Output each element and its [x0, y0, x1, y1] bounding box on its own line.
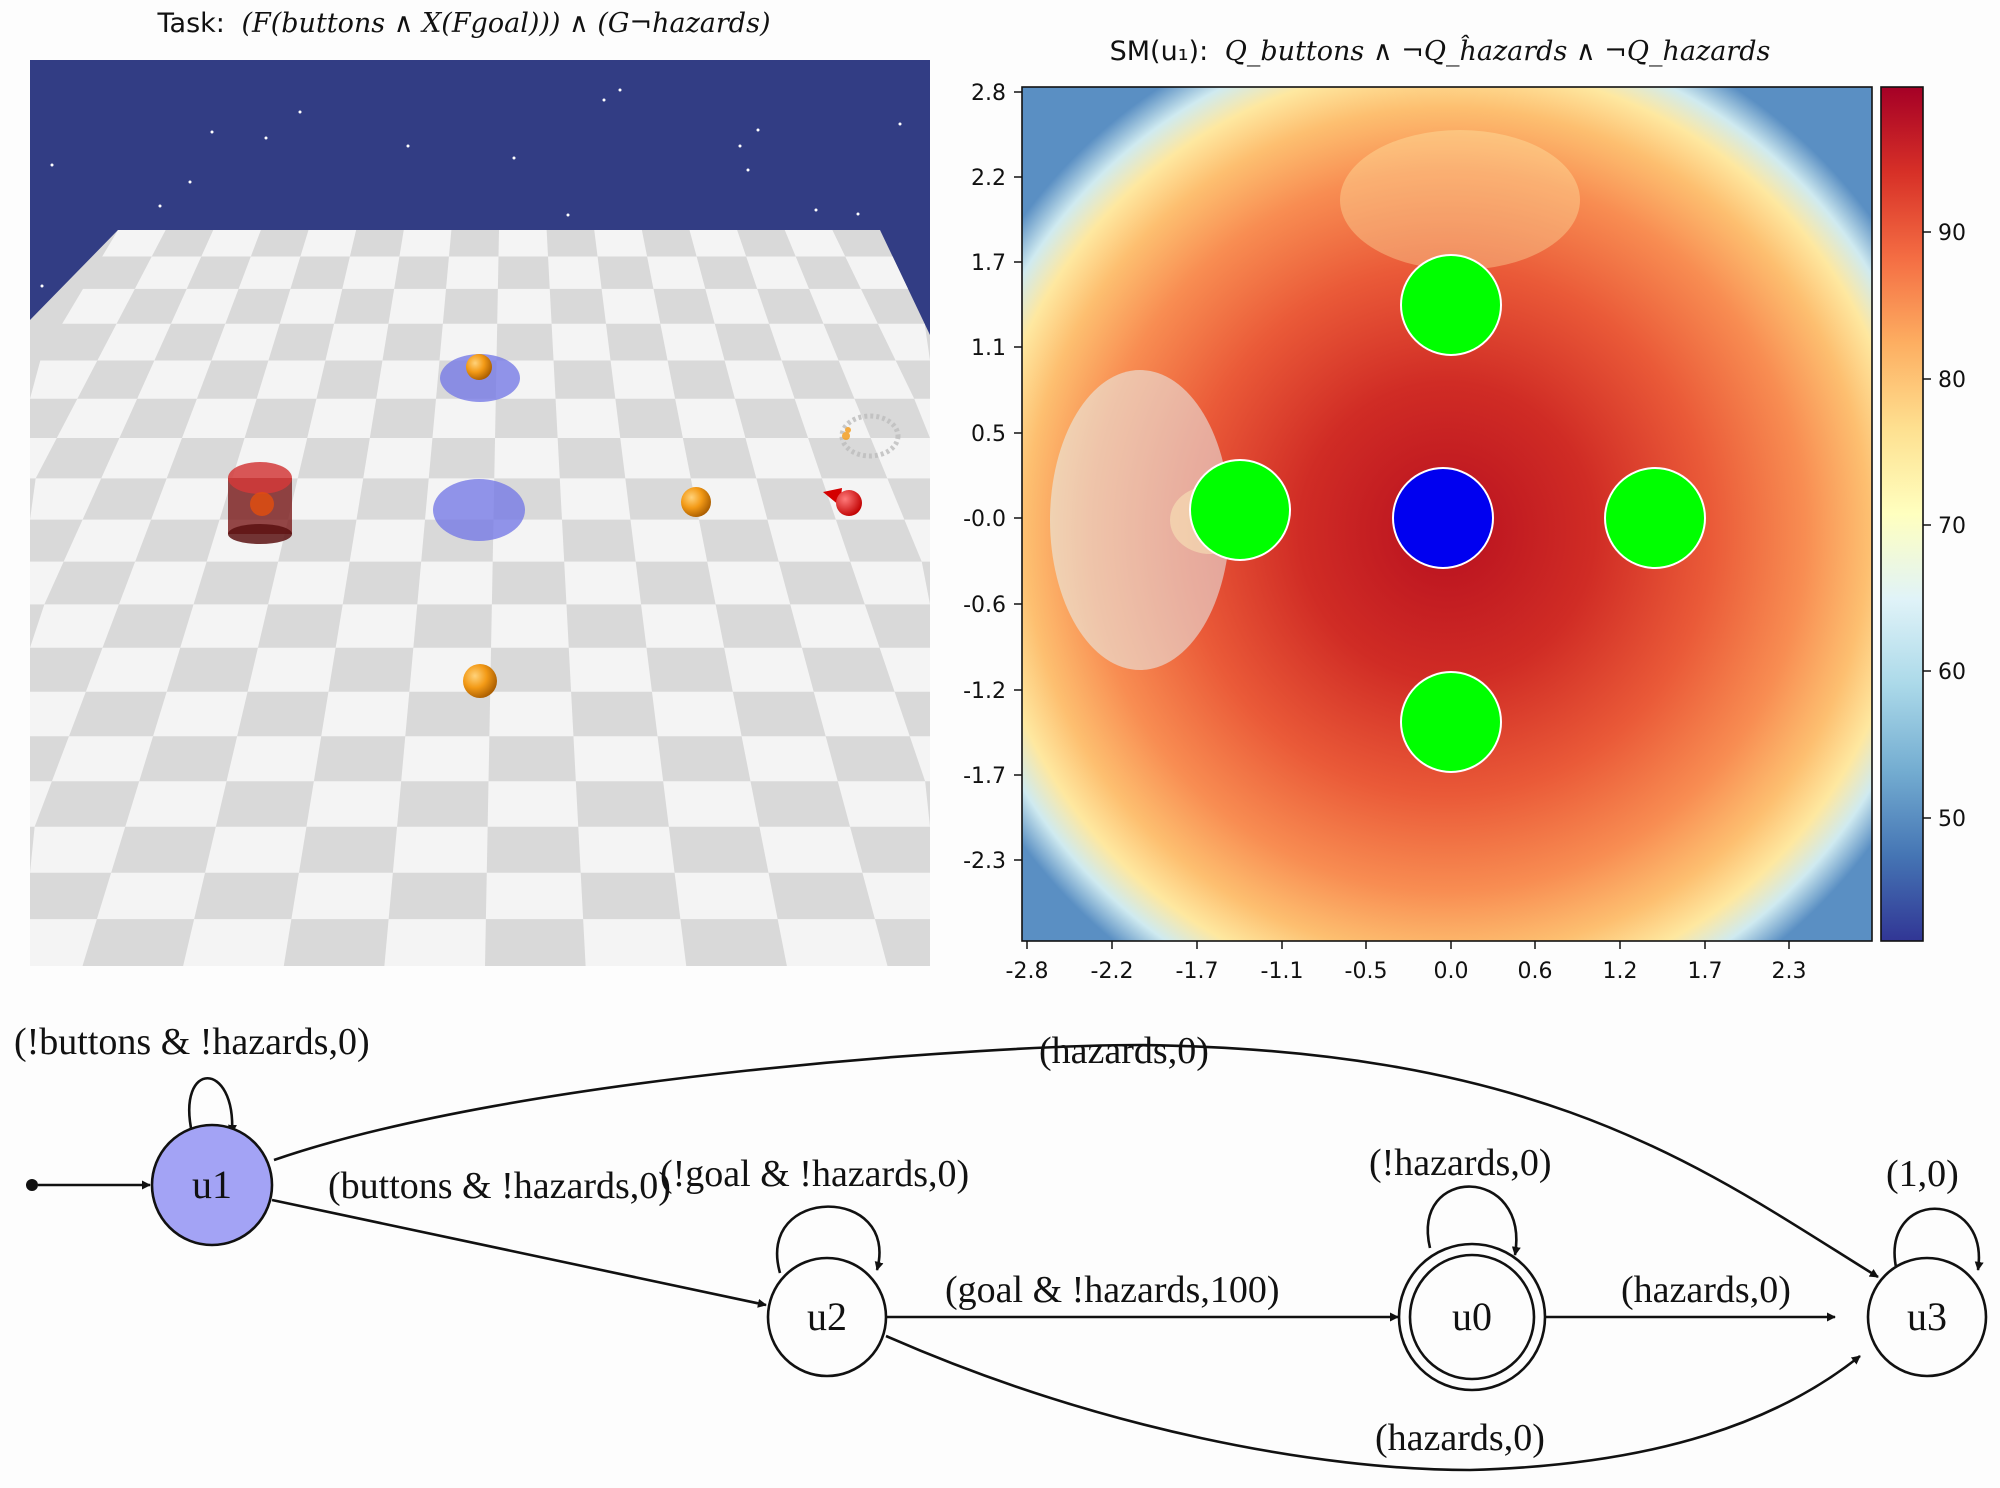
sky-stars: [40, 88, 902, 288]
button-marker-right: [1604, 467, 1706, 569]
node-u0: [1397, 1242, 1547, 1392]
y-tick-label: 0.5: [971, 422, 1006, 447]
x-tick-label: -1.1: [1261, 959, 1304, 984]
edge-u1-u3: [273, 1043, 1879, 1279]
y-tick-label: -2.3: [963, 849, 1006, 874]
heatmap-image: [1022, 87, 1872, 941]
colorbar-axis: 90 80 70 60 50: [1923, 221, 1966, 832]
y-tick-label: 2.2: [971, 166, 1006, 191]
node-u1: [150, 1123, 274, 1247]
button-marker-left: [1189, 459, 1291, 561]
y-tick-label: -1.2: [963, 679, 1006, 704]
heatmap-panel: SM(u₁): Q_buttons ∧ ¬Q_ĥazards ∧ ¬Q_haza…: [963, 34, 1966, 984]
x-tick-label: -2.2: [1091, 959, 1134, 984]
edge-u3-u3: [1893, 1207, 1984, 1273]
reward-machine-labels: u1 u2 u0 u3 (!buttons & !hazards,0) (haz…: [14, 1021, 1959, 1459]
robot-agent: [823, 488, 862, 516]
y-tick-label: -0.0: [963, 507, 1006, 532]
edge-label-u0-u0: (!hazards,0): [1369, 1142, 1552, 1184]
edge-u2-u2: [776, 1205, 884, 1274]
edge-u1-u2: [271, 1198, 767, 1308]
initial-state-dot: [26, 1179, 38, 1191]
x-tick-label: 1.7: [1688, 959, 1723, 984]
vase-pillar: [228, 462, 292, 544]
x-tick-label: 2.3: [1772, 959, 1807, 984]
edge-label-u1-u2: (buttons & !hazards,0): [328, 1165, 671, 1207]
button-marker-bottom: [1400, 671, 1502, 773]
colorbar-tick-label: 60: [1938, 660, 1966, 685]
edge-label-u3-u3: (1,0): [1886, 1153, 1959, 1195]
edge-label-u1-u1: (!buttons & !hazards,0): [14, 1021, 370, 1063]
x-tick-label: -2.8: [1006, 959, 1049, 984]
hazard-orb-1: [466, 354, 492, 380]
scene-panel: Task: (F(buttons ∧ X(Fgoal))) ∧ (G¬hazar…: [30, 8, 930, 966]
heatmap-title: SM(u₁): Q_buttons ∧ ¬Q_ĥazards ∧ ¬Q_haza…: [1110, 34, 1771, 67]
edge-label-u2-u0: (goal & !hazards,100): [945, 1269, 1280, 1311]
x-tick-label: -0.5: [1345, 959, 1388, 984]
colorbar-tick-label: 80: [1938, 368, 1966, 393]
x-tick-label: -1.7: [1176, 959, 1219, 984]
goal-marker: [1392, 467, 1494, 569]
x-tick-label: 0.6: [1518, 959, 1553, 984]
node-u3: [1866, 1256, 1988, 1378]
edge-u1-u1: [188, 1077, 237, 1134]
gremlin-cage: [839, 413, 901, 459]
node-u2: [766, 1256, 888, 1378]
edge-u0-u0: [1426, 1185, 1521, 1256]
colorbar-tick-label: 70: [1938, 514, 1966, 539]
goal-zone-near: [433, 479, 525, 541]
y-axis: 2.8 2.2 1.7 1.1 0.5 -0.0 -0.6 -1.2 -1.7 -2.3: [963, 81, 1022, 874]
edge-label-u1-u3: (hazards,0): [1039, 1030, 1209, 1072]
node-label-u0: u0: [1452, 1294, 1492, 1339]
edge-label-u2-u2: (!goal & !hazards,0): [660, 1153, 969, 1195]
x-tick-label: 0.0: [1434, 959, 1469, 984]
reward-machine-graph: [26, 1043, 1988, 1472]
node-label-u3: u3: [1907, 1294, 1947, 1339]
edge-label-u0-u3: (hazards,0): [1621, 1269, 1791, 1311]
edge-u2-u3: [885, 1334, 1861, 1472]
colorbar-tick-label: 90: [1938, 221, 1966, 246]
x-tick-label: 1.2: [1603, 959, 1638, 984]
y-tick-label: -0.6: [963, 593, 1006, 618]
node-label-u1: u1: [192, 1162, 232, 1207]
scene-title: Task: (F(buttons ∧ X(Fgoal))) ∧ (G¬hazar…: [157, 8, 771, 39]
edge-label-u2-u3: (hazards,0): [1375, 1417, 1545, 1459]
colorbar: [1880, 86, 1924, 942]
heatmap-frame: [1021, 86, 1873, 942]
y-tick-label: 1.7: [971, 251, 1006, 276]
y-tick-label: -1.7: [963, 764, 1006, 789]
hazard-orb-3: [463, 664, 497, 698]
y-tick-label: 1.1: [971, 336, 1006, 361]
hazard-orb-2: [681, 487, 711, 517]
node-label-u2: u2: [807, 1294, 847, 1339]
y-tick-label: 2.8: [971, 81, 1006, 106]
colorbar-tick-label: 50: [1938, 807, 1966, 832]
x-axis: -2.8 -2.2 -1.7 -1.1 -0.5 0.0 0.6 1.2 1.7 2.3: [1006, 941, 1807, 984]
button-marker-top: [1400, 254, 1502, 356]
